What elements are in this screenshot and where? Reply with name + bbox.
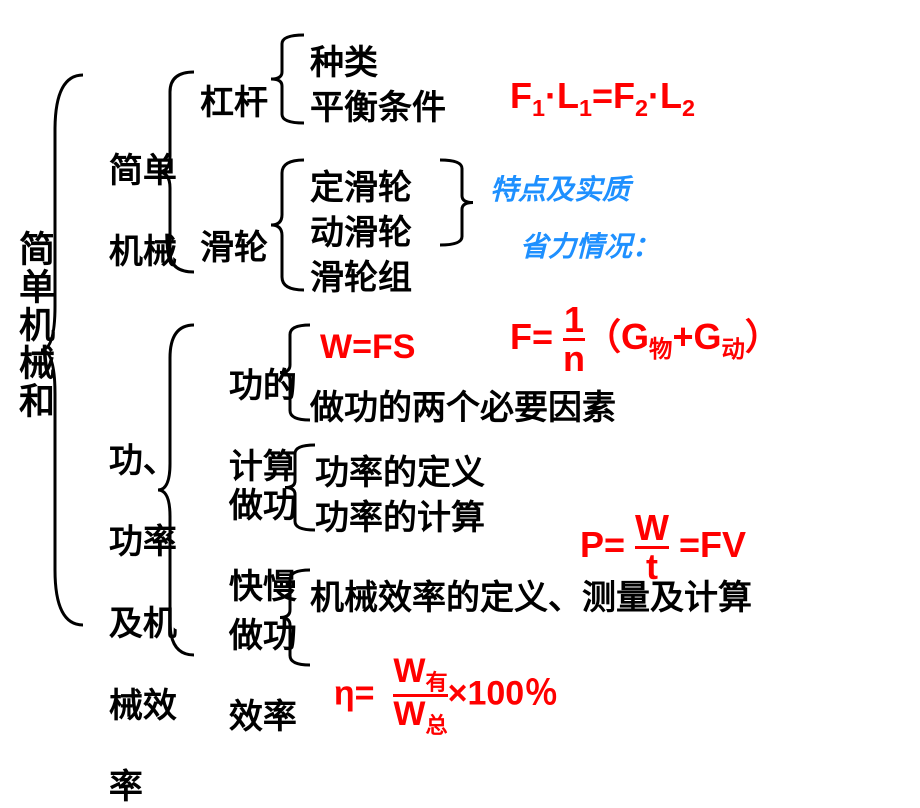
curly-brace xyxy=(440,160,473,245)
formula-eff: η= W有W总×100％ xyxy=(315,615,558,737)
curly-brace xyxy=(271,35,304,123)
node-type: 种类 xyxy=(310,35,378,84)
text-line: 功的 xyxy=(229,367,297,405)
group-simple-machine: 简单 机械 xyxy=(90,110,177,273)
text-line: 功率 xyxy=(109,523,177,561)
node-power-calc: 功率的计算 xyxy=(315,490,485,539)
node-balance: 平衡条件 xyxy=(310,80,446,129)
node-lever: 杠杆 xyxy=(200,75,268,124)
formula-power: P= Wt =FV xyxy=(560,468,746,585)
text-line: 做功 xyxy=(229,617,297,655)
text-line: 机械 xyxy=(109,233,177,271)
annotation-effort: 省力情况： xyxy=(520,225,660,265)
node-power-def: 功率的定义 xyxy=(315,445,485,494)
group-work-power-eff: 功、 功率 及机 械效 率 xyxy=(90,400,177,808)
node-eff-def: 机械效率的定义、测量及计算 xyxy=(310,570,752,619)
formula-wfs: W=FS xyxy=(320,328,415,367)
text-line: 简单 xyxy=(109,152,177,190)
annotation-feature: 特点及实质 xyxy=(490,168,630,208)
text-line: 效率 xyxy=(229,698,297,736)
curly-brace xyxy=(271,160,304,290)
node-work-eff: 做功 效率 xyxy=(210,575,297,738)
formula-pulley: F= 1n（G物+G动） xyxy=(490,260,781,377)
root-label: 简单机械和 xyxy=(8,230,60,420)
node-moving-pulley: 动滑轮 xyxy=(310,205,412,254)
text-line: 做功 xyxy=(229,487,297,525)
text-line: 率 xyxy=(109,768,143,806)
node-two-factors: 做功的两个必要因素 xyxy=(310,380,616,429)
node-pulley: 滑轮 xyxy=(200,220,268,269)
text-line: 功、 xyxy=(109,442,177,480)
formula-balance: F1·L1=F2·L2 xyxy=(510,75,695,122)
node-pulley-group: 滑轮组 xyxy=(310,250,412,299)
node-fixed-pulley: 定滑轮 xyxy=(310,160,412,209)
text-line: 械效 xyxy=(109,687,177,725)
text-line: 及机 xyxy=(109,605,177,643)
